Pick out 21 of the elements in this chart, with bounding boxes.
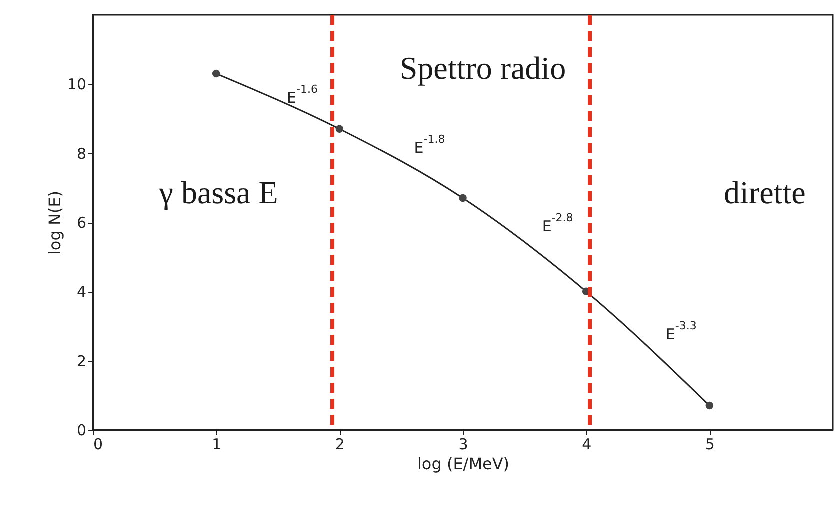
point — [706, 402, 714, 410]
y-tick-label: 4 — [76, 283, 86, 302]
y-tick-label: 0 — [76, 422, 86, 440]
y-tick-label: 8 — [76, 144, 86, 163]
x-tick-label: 4 — [582, 436, 592, 454]
x-tick-label: 3 — [458, 436, 468, 454]
annotation: Spettro radio — [400, 50, 566, 86]
x-tick-label: 2 — [335, 436, 345, 454]
x-tick-label: 5 — [705, 436, 715, 454]
y-axis-title: log N(E) — [45, 190, 64, 256]
y-tick-label: 10 — [67, 76, 86, 94]
x-tick-label: 1 — [212, 436, 222, 454]
point — [212, 70, 220, 78]
y-tick-label: 6 — [76, 214, 86, 232]
y-tick-label: 2 — [76, 352, 86, 370]
annotation: γ bassa E — [158, 174, 278, 210]
x-axis-title: log (E/MeV) — [417, 454, 510, 474]
x-tick-label: 0 — [94, 436, 104, 454]
point — [459, 194, 467, 202]
annotation: dirette — [724, 174, 806, 210]
point — [336, 125, 344, 133]
